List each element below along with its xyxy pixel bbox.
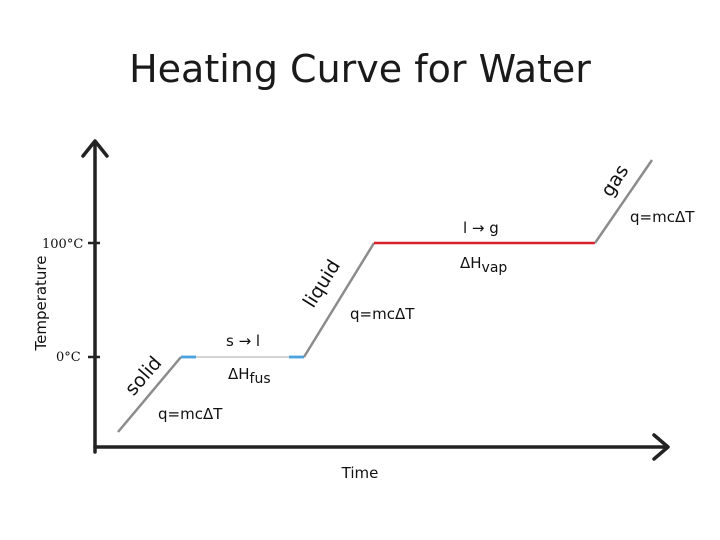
enthalpy-vaporization-label: ΔHvap [460, 254, 507, 276]
transition-melting: s → l [226, 332, 260, 350]
equation-solid: q=mcΔT [158, 405, 223, 423]
transition-melting-label: s → l [226, 332, 260, 350]
liquid-heating-segment [302, 242, 376, 358]
y-axis-label: Temperature [32, 255, 50, 351]
x-axis-arrow-icon [652, 433, 670, 461]
enthalpy-fusion-symbol: ΔH [228, 365, 250, 383]
heating-curve [117, 159, 654, 433]
transition-boiling-label: l → g [463, 219, 499, 237]
page-title: Heating Curve for Water [129, 47, 591, 91]
enthalpy-fusion-label: ΔHfus [228, 365, 271, 387]
solid-heating-segment [117, 356, 182, 433]
gas-heating-segment [593, 159, 654, 244]
equation-liquid: q=mcΔT [350, 305, 415, 323]
enthalpy-fusion-subscript: fus [250, 371, 271, 387]
transition-boiling: l → g [463, 219, 499, 237]
equation-gas: q=mcΔT [630, 208, 695, 226]
axes [81, 139, 670, 461]
y-axis-arrow-icon [81, 139, 109, 158]
enthalpy-vaporization-symbol: ΔH [460, 254, 482, 272]
enthalpy-vaporization-subscript: vap [482, 260, 508, 276]
x-axis-label: Time [341, 464, 379, 482]
phase-label-solid: solid [121, 352, 167, 400]
tick-label-100c: 100°C [42, 237, 83, 252]
tick-label-0c: 0°C [56, 350, 81, 365]
